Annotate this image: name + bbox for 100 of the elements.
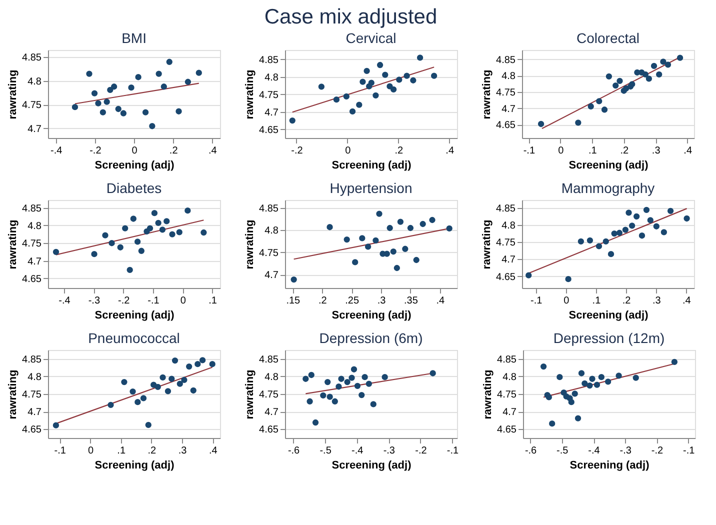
point — [633, 213, 640, 220]
y-tick-label: 4.8 — [502, 372, 517, 383]
point — [372, 92, 379, 98]
point — [194, 361, 201, 368]
x-axis-title: Screening (adj) — [570, 460, 650, 472]
point — [308, 372, 314, 378]
point — [429, 216, 436, 224]
point — [650, 62, 658, 70]
x-axis-title: Screening (adj) — [332, 460, 412, 472]
point — [324, 378, 331, 386]
point — [382, 72, 388, 78]
point — [186, 363, 192, 370]
point — [332, 398, 338, 404]
point — [622, 226, 629, 233]
y-axis-title: rawrating — [244, 70, 256, 120]
point — [642, 71, 649, 78]
point — [578, 370, 585, 376]
y-tick-label: 4.85 — [259, 54, 279, 66]
point — [653, 223, 660, 230]
point — [568, 399, 574, 406]
point — [172, 357, 178, 364]
x-tick-label: .4 — [436, 296, 446, 306]
x-tick-label: -.4 — [58, 296, 71, 306]
point — [632, 374, 639, 381]
x-tick-label: .4 — [446, 146, 454, 156]
x-tick-label: -.2 — [118, 296, 130, 306]
chart-title: BMI — [122, 30, 146, 46]
x-axis-title: Screening (adj) — [332, 160, 412, 172]
x-axis-title: Screening (adj) — [568, 160, 649, 172]
y-tick-label: 4.65 — [496, 120, 516, 132]
x-tick-label: 0 — [88, 446, 94, 456]
x-tick-label: 0 — [564, 296, 570, 306]
x-tick-label: 0 — [345, 146, 352, 156]
x-tick-label: -.6 — [524, 446, 538, 456]
point — [115, 106, 122, 112]
x-tick-label: -.3 — [620, 446, 632, 456]
y-tick-label: 4.65 — [496, 272, 516, 283]
point — [538, 120, 544, 128]
point — [146, 225, 154, 232]
point — [410, 77, 416, 84]
x-tick-label: .35 — [404, 296, 418, 306]
point — [601, 106, 608, 113]
point — [209, 361, 216, 368]
x-tick-label: -.3 — [383, 446, 396, 456]
text: Case mix adjusted — [264, 6, 438, 28]
point — [578, 238, 584, 245]
point — [348, 374, 355, 381]
y-tick-label: 4.8 — [28, 76, 42, 88]
point — [356, 102, 362, 108]
point — [660, 229, 668, 236]
point — [626, 210, 632, 216]
chart-title: Mammography — [561, 180, 655, 196]
y-axis-title: rawrating — [482, 370, 494, 420]
point — [151, 210, 158, 216]
point — [574, 415, 582, 422]
point — [586, 382, 593, 389]
point — [289, 117, 296, 124]
point — [390, 248, 396, 255]
point — [130, 216, 136, 222]
point — [196, 70, 202, 76]
x-tick-label: -.2 — [651, 446, 664, 456]
y-tick-label: 4.85 — [496, 54, 516, 66]
point — [122, 225, 128, 232]
x-tick-label: .2 — [620, 146, 629, 156]
chart-title: Pneumococcal — [88, 330, 180, 346]
point — [318, 84, 325, 90]
point — [333, 96, 340, 103]
point — [594, 382, 600, 388]
point — [430, 72, 438, 79]
point — [407, 224, 414, 232]
point — [364, 68, 370, 74]
point — [155, 220, 162, 226]
point — [360, 78, 366, 85]
y-tick-label: 4.85 — [497, 354, 517, 366]
point — [104, 98, 110, 105]
point — [643, 206, 650, 214]
point — [126, 266, 133, 274]
point — [629, 81, 636, 88]
point — [352, 259, 358, 266]
point — [354, 382, 361, 389]
point — [134, 399, 141, 406]
point — [598, 374, 604, 380]
point — [154, 384, 161, 390]
point — [107, 86, 114, 94]
x-tick-label: -.1 — [54, 446, 66, 456]
y-tick-label: 4.75 — [497, 390, 517, 400]
point — [526, 272, 532, 278]
x-tick-label: .1 — [208, 296, 218, 306]
point — [176, 229, 182, 236]
point — [184, 208, 191, 214]
y-tick-label: 4.8 — [28, 220, 42, 232]
point — [430, 370, 436, 376]
y-tick-label: 4.7 — [28, 124, 42, 135]
point — [608, 251, 614, 258]
point — [611, 230, 618, 237]
point — [660, 58, 666, 65]
point — [128, 84, 134, 91]
x-tick-label: -.2 — [90, 146, 102, 156]
x-tick-label: -.2 — [415, 446, 428, 456]
x-axis-title: Screening (adj) — [568, 310, 649, 322]
